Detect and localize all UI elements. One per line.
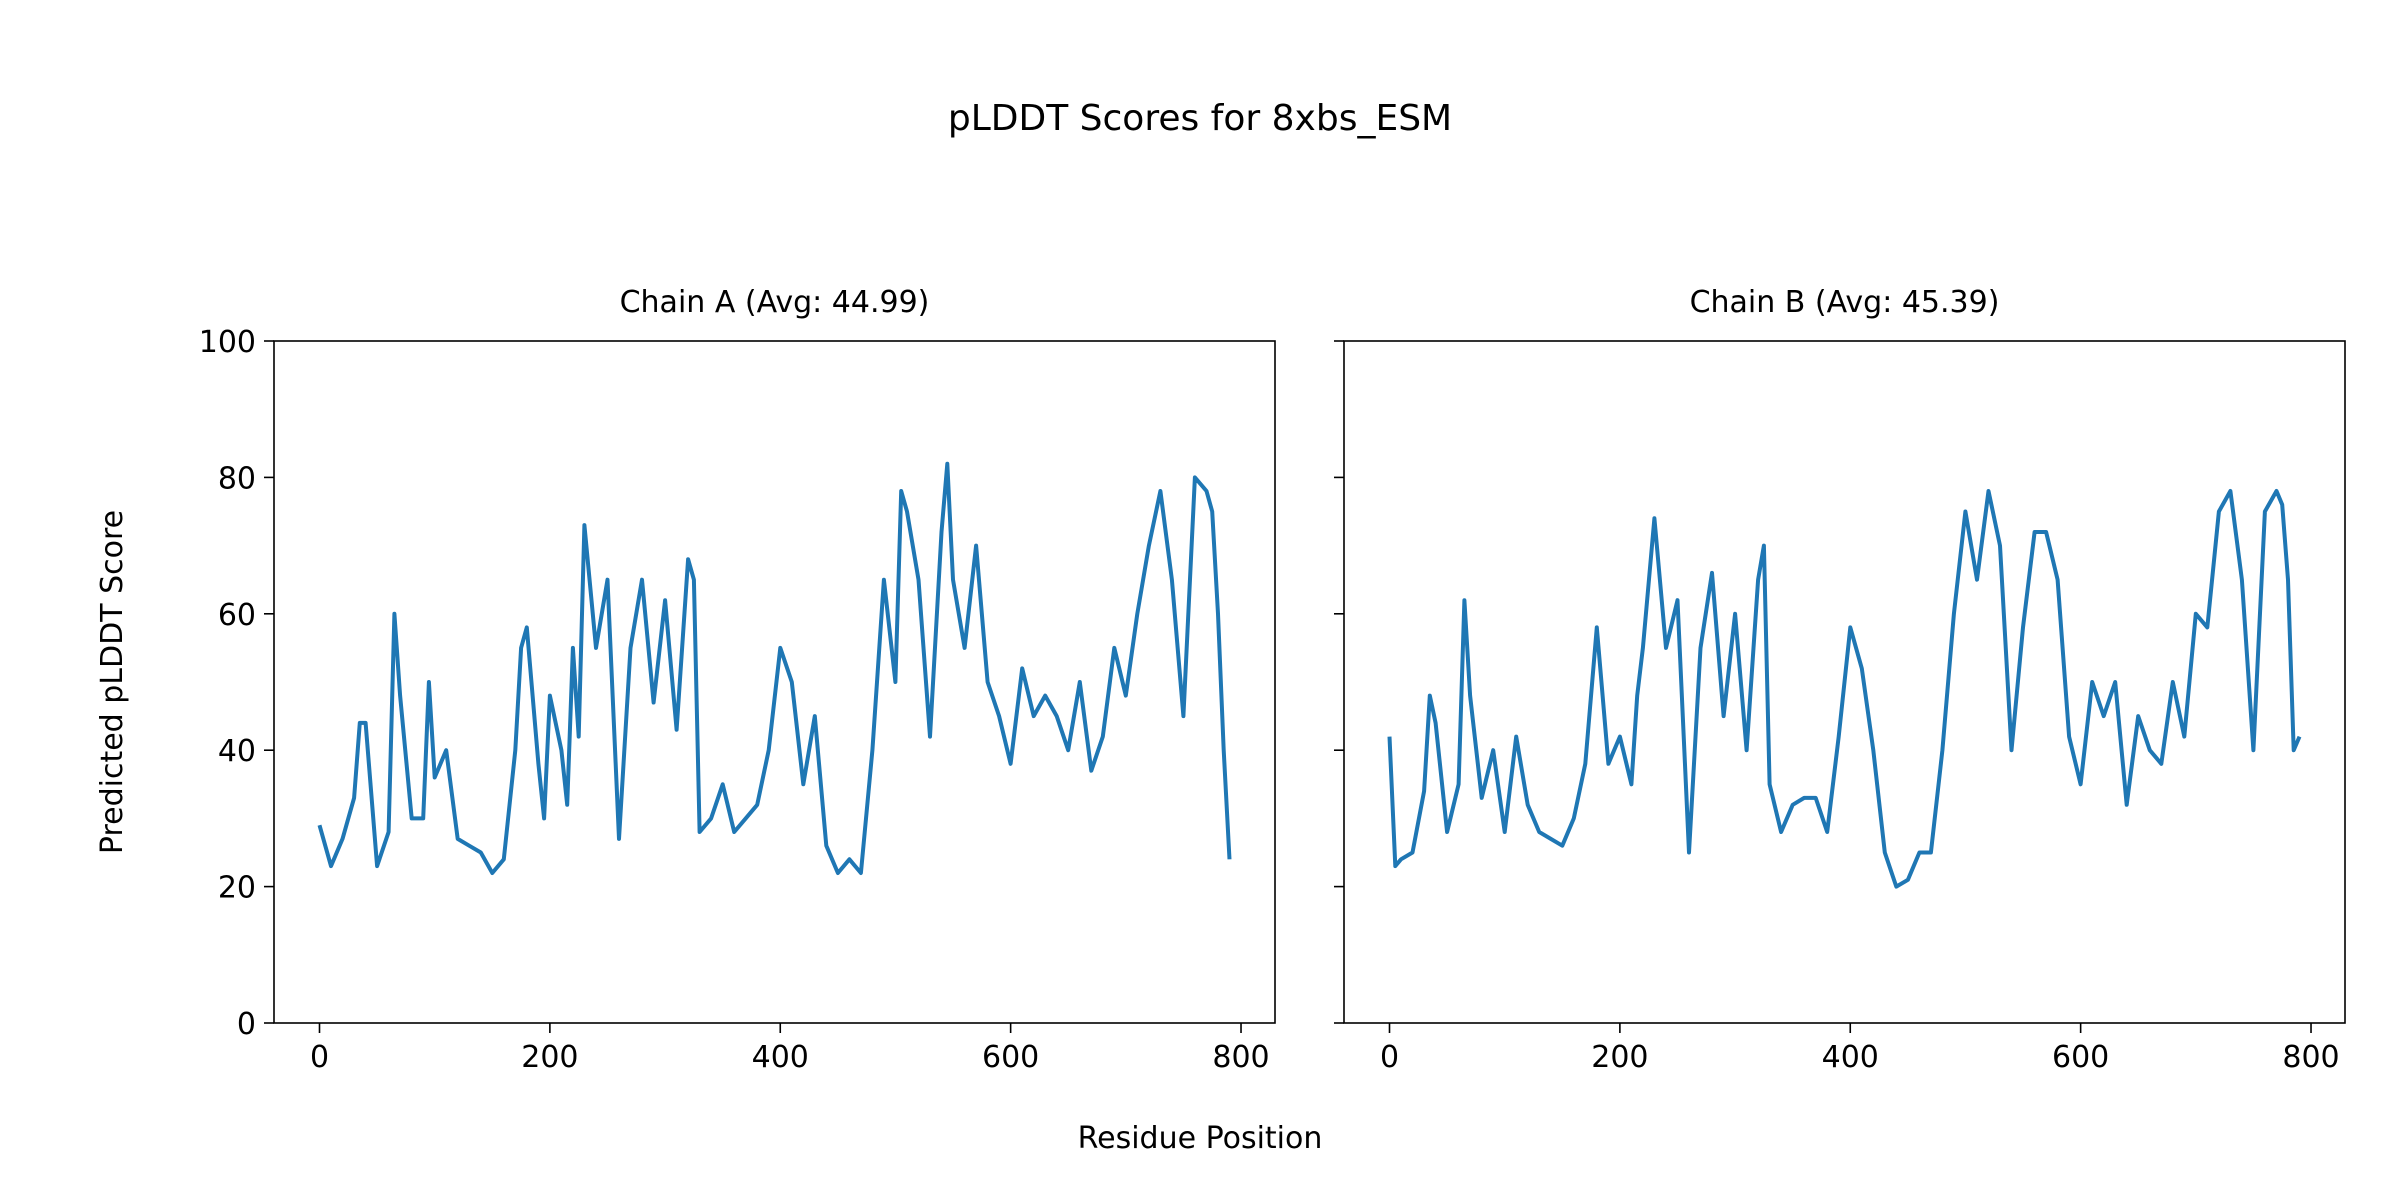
- axes-frame: [273, 340, 1276, 1024]
- x-tick-label: 400: [752, 1040, 809, 1075]
- subplot-title: Chain A (Avg: 44.99): [620, 285, 930, 320]
- y-tick-label: 80: [218, 461, 256, 496]
- y-tick-label: 40: [218, 734, 256, 769]
- subplot-chain-a: Chain A (Avg: 44.99) 0 200 400 600 800 0 20 40 60…: [199, 285, 1276, 1075]
- x-tick-label: 600: [2052, 1040, 2109, 1075]
- x-tick-label: 200: [521, 1040, 578, 1075]
- plddt-line: [1387, 489, 2302, 889]
- x-tick-label: 600: [982, 1040, 1039, 1075]
- plddt-line: [317, 461, 1232, 875]
- x-tick-label: 800: [2282, 1040, 2339, 1075]
- subplot-chain-b: Chain B (Avg: 45.39) 0 200 400 600 800: [1334, 285, 2346, 1075]
- x-tick-label: 0: [310, 1040, 329, 1075]
- chart-title: pLDDT Scores for 8xbs_ESM: [948, 98, 1452, 139]
- x-tick-label: 0: [1380, 1040, 1399, 1075]
- y-tick-label: 100: [199, 325, 256, 360]
- x-tick-label: 800: [1212, 1040, 1269, 1075]
- x-tick-label: 400: [1822, 1040, 1879, 1075]
- y-tick-label: 0: [237, 1007, 256, 1042]
- y-tick-label: 60: [218, 598, 256, 633]
- x-axis-label: Residue Position: [1078, 1121, 1323, 1156]
- x-tick-label: 200: [1591, 1040, 1648, 1075]
- y-axis-label: Predicted pLDDT Score: [95, 510, 130, 854]
- y-tick-label: 20: [218, 871, 256, 906]
- axes-frame: [1343, 340, 2346, 1024]
- subplot-title: Chain B (Avg: 45.39): [1690, 285, 2000, 320]
